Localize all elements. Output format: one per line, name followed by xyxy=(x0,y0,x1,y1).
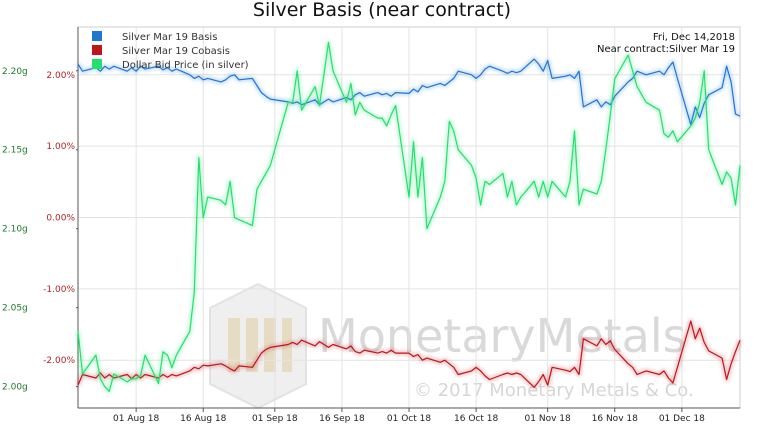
x-axis-tick-label: 16 Sep 18 xyxy=(319,414,365,424)
inner-axis-tick-label: 0.00% xyxy=(46,214,75,224)
inner-axis-tick-label: 2.00% xyxy=(46,71,75,81)
series-line-dollar-bid-price-in-silver xyxy=(77,41,741,392)
series-line-silver-mar-19-basis xyxy=(77,58,741,126)
x-axis-tick-label: 01 Dec 18 xyxy=(659,414,705,424)
legend: Silver Mar 19 Basis Silver Mar 19 Cobasi… xyxy=(92,31,249,71)
x-axis-tick-label: 01 Aug 18 xyxy=(113,414,159,424)
info-contract: Near contract:Silver Mar 19 xyxy=(597,44,735,55)
watermark-logo-icon xyxy=(209,282,307,410)
info-date: Fri, Dec 14,2018 xyxy=(653,32,735,43)
x-axis-tick-label: 16 Aug 18 xyxy=(180,414,226,424)
left-axis-tick-label: 2.20g xyxy=(2,67,28,77)
x-axis-tick-label: 01 Oct 18 xyxy=(387,414,431,424)
x-axis-tick-label: 16 Oct 18 xyxy=(454,414,498,424)
legend-swatch-basis xyxy=(92,31,102,41)
inner-axis-tick-label: 1.00% xyxy=(46,142,75,152)
chart-title: Silver Basis (near contract) xyxy=(253,0,511,21)
left-axis-tick-label: 2.10g xyxy=(2,225,28,235)
left-axis-tick-label: 2.15g xyxy=(2,146,28,156)
left-axis-tick-label: 2.05g xyxy=(2,304,28,314)
legend-label-dollar-bid: Dollar Bid Price (in silver) xyxy=(122,60,249,71)
series-line-silver-mar-19-cobasis xyxy=(77,320,741,388)
x-axis-tick-label: 16 Nov 18 xyxy=(592,414,638,424)
left-axis-tick-label: 2.00g xyxy=(2,383,28,393)
watermark-brand: MonetaryMetals xyxy=(318,309,687,363)
series-layer xyxy=(76,40,742,394)
x-axis-tick-label: 01 Sep 18 xyxy=(252,414,298,424)
legend-swatch-cobasis xyxy=(92,45,102,55)
watermark-copyright: © 2017 Monetary Metals & Co. xyxy=(414,380,694,401)
inner-axis-tick-label: -2.00% xyxy=(43,356,75,366)
x-axis-tick-label: 01 Nov 18 xyxy=(525,414,571,424)
legend-label-cobasis: Silver Mar 19 Cobasis xyxy=(122,46,230,57)
info-box: Fri, Dec 14,2018 Near contract:Silver Ma… xyxy=(597,32,735,55)
inner-axis-tick-label: -1.00% xyxy=(43,285,75,295)
legend-label-basis: Silver Mar 19 Basis xyxy=(122,32,217,43)
legend-swatch-dollar-bid xyxy=(92,59,102,69)
